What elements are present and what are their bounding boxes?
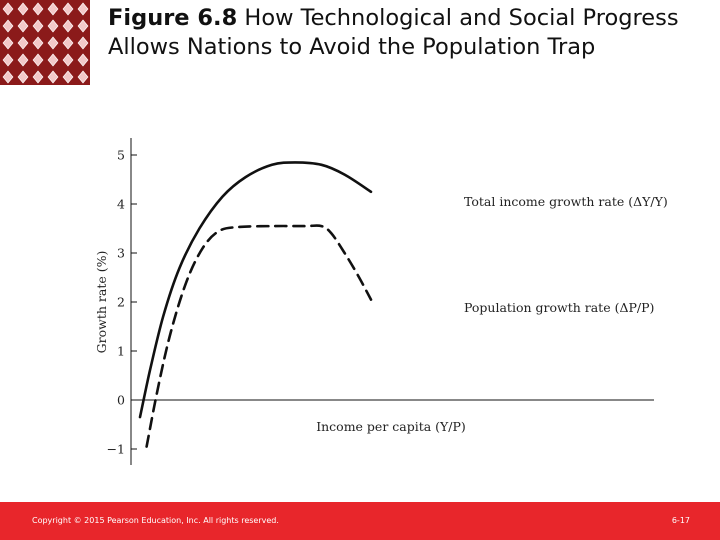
page-number: 6-17: [671, 516, 690, 525]
logo-diamond: [47, 53, 59, 67]
logo-diamond: [77, 2, 89, 16]
logo-diamond: [47, 36, 59, 50]
logo-diamond: [17, 53, 29, 67]
figure-title: How Technological and Social Progress Al…: [108, 5, 679, 60]
logo-diamond: [62, 19, 74, 33]
logo-diamond: [32, 36, 44, 50]
logo-diamond: [62, 36, 74, 50]
page-title: Figure 6.8 How Technological and Social …: [108, 4, 708, 61]
series-label-total-income: Total income growth rate (ΔY/Y): [464, 194, 668, 209]
y-tick-label: 4: [117, 197, 125, 212]
growth-rate-chart: −1 0 1 2 3 4 5 Growth rate (%) Income per capi…: [94, 138, 668, 465]
logo-diamond: [17, 19, 29, 33]
footer-bar: Copyright © 2015 Pearson Education, Inc.…: [0, 502, 720, 540]
logo-diamond: [2, 2, 14, 16]
copyright-notice: Copyright © 2015 Pearson Education, Inc.…: [32, 516, 279, 525]
y-tick-label: −1: [107, 442, 125, 457]
logo-diamond: [77, 36, 89, 50]
logo-diamond: [77, 53, 89, 67]
logo-diamond: [32, 2, 44, 16]
logo-diamond: [17, 2, 29, 16]
total-income-growth-line: [138, 161, 373, 419]
logo-diamond: [62, 53, 74, 67]
y-tick-label: 0: [117, 393, 125, 408]
logo-diamond: [47, 2, 59, 16]
logo-diamond: [47, 70, 59, 84]
logo-diamond: [77, 19, 89, 33]
logo-diamond: [62, 2, 74, 16]
y-tick-label: 3: [117, 246, 125, 261]
x-axis-label: Income per capita (Y/P): [316, 419, 466, 434]
population-growth-line: [145, 224, 373, 448]
y-tick-label: 5: [117, 148, 125, 163]
logo-diamond: [32, 19, 44, 33]
diamond-pattern-icon: [0, 0, 90, 85]
logo-diamond: [17, 70, 29, 84]
logo-diamond: [47, 19, 59, 33]
series-label-population: Population growth rate (ΔP/P): [464, 300, 654, 315]
logo-diamond: [2, 19, 14, 33]
logo-diamond: [2, 70, 14, 84]
logo-diamond: [17, 36, 29, 50]
y-tick-label: 1: [117, 344, 125, 359]
logo-diamond: [32, 70, 44, 84]
y-tick-label: 2: [117, 295, 125, 310]
logo-diamond: [77, 70, 89, 84]
logo-diamond: [32, 53, 44, 67]
logo-diamond: [2, 36, 14, 50]
y-axis-label: Growth rate (%): [94, 251, 109, 354]
figure-label: Figure 6.8: [108, 5, 238, 31]
logo-diamond: [2, 53, 14, 67]
logo-diamond: [62, 70, 74, 84]
